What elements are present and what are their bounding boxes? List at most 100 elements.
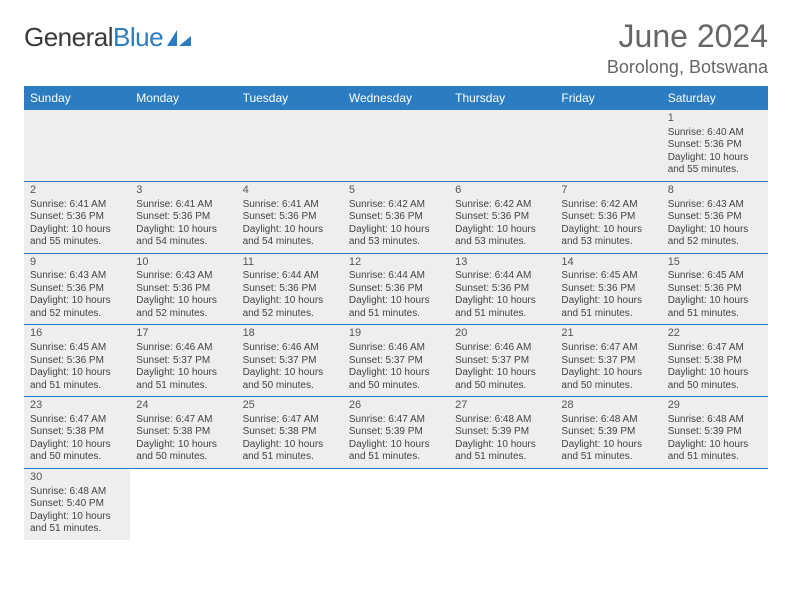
sunset-line: Sunset: 5:36 PM bbox=[136, 211, 230, 224]
day-number: 10 bbox=[136, 256, 230, 270]
sunrise-line: Sunrise: 6:42 AM bbox=[455, 199, 549, 212]
daylight-line: Daylight: 10 hours and 50 minutes. bbox=[243, 367, 337, 392]
calendar-day: 2Sunrise: 6:41 AMSunset: 5:36 PMDaylight… bbox=[24, 181, 130, 253]
daylight-line: Daylight: 10 hours and 51 minutes. bbox=[30, 511, 124, 536]
daylight-line: Daylight: 10 hours and 52 minutes. bbox=[243, 295, 337, 320]
sunset-line: Sunset: 5:36 PM bbox=[561, 211, 655, 224]
calendar-day: 24Sunrise: 6:47 AMSunset: 5:38 PMDayligh… bbox=[130, 397, 236, 469]
calendar-day: 6Sunrise: 6:42 AMSunset: 5:36 PMDaylight… bbox=[449, 181, 555, 253]
sunset-line: Sunset: 5:36 PM bbox=[668, 211, 762, 224]
sunrise-line: Sunrise: 6:45 AM bbox=[561, 270, 655, 283]
daylight-line: Daylight: 10 hours and 51 minutes. bbox=[30, 367, 124, 392]
day-number: 17 bbox=[136, 327, 230, 341]
empty-cell bbox=[130, 110, 236, 181]
daylight-line: Daylight: 10 hours and 50 minutes. bbox=[561, 367, 655, 392]
sunrise-line: Sunrise: 6:47 AM bbox=[243, 414, 337, 427]
empty-cell bbox=[449, 110, 555, 181]
weekday-header: Saturday bbox=[662, 86, 768, 110]
day-number: 7 bbox=[561, 184, 655, 198]
sunset-line: Sunset: 5:36 PM bbox=[30, 355, 124, 368]
calendar-day: 19Sunrise: 6:46 AMSunset: 5:37 PMDayligh… bbox=[343, 325, 449, 397]
sunset-line: Sunset: 5:36 PM bbox=[668, 283, 762, 296]
calendar-head: SundayMondayTuesdayWednesdayThursdayFrid… bbox=[24, 86, 768, 110]
empty-cell bbox=[662, 468, 768, 539]
empty-cell bbox=[237, 468, 343, 539]
daylight-line: Daylight: 10 hours and 52 minutes. bbox=[668, 224, 762, 249]
empty-cell bbox=[130, 468, 236, 539]
weekday-header: Monday bbox=[130, 86, 236, 110]
location: Borolong, Botswana bbox=[607, 57, 768, 78]
day-number: 18 bbox=[243, 327, 337, 341]
day-number: 19 bbox=[349, 327, 443, 341]
title-block: June 2024 Borolong, Botswana bbox=[607, 18, 768, 78]
sunrise-line: Sunrise: 6:44 AM bbox=[243, 270, 337, 283]
sunset-line: Sunset: 5:36 PM bbox=[455, 283, 549, 296]
daylight-line: Daylight: 10 hours and 50 minutes. bbox=[455, 367, 549, 392]
day-number: 15 bbox=[668, 256, 762, 270]
sunrise-line: Sunrise: 6:45 AM bbox=[30, 342, 124, 355]
brand-name: GeneralBlue bbox=[24, 22, 163, 53]
daylight-line: Daylight: 10 hours and 53 minutes. bbox=[561, 224, 655, 249]
sunrise-line: Sunrise: 6:45 AM bbox=[668, 270, 762, 283]
month-title: June 2024 bbox=[607, 18, 768, 55]
empty-cell bbox=[237, 110, 343, 181]
day-number: 29 bbox=[668, 399, 762, 413]
day-number: 2 bbox=[30, 184, 124, 198]
calendar-day: 28Sunrise: 6:48 AMSunset: 5:39 PMDayligh… bbox=[555, 397, 661, 469]
daylight-line: Daylight: 10 hours and 52 minutes. bbox=[30, 295, 124, 320]
calendar-day: 20Sunrise: 6:46 AMSunset: 5:37 PMDayligh… bbox=[449, 325, 555, 397]
day-number: 24 bbox=[136, 399, 230, 413]
weekday-header: Sunday bbox=[24, 86, 130, 110]
daylight-line: Daylight: 10 hours and 53 minutes. bbox=[455, 224, 549, 249]
sunrise-line: Sunrise: 6:43 AM bbox=[668, 199, 762, 212]
sail-icon bbox=[165, 28, 193, 48]
calendar-day: 30Sunrise: 6:48 AMSunset: 5:40 PMDayligh… bbox=[24, 468, 130, 539]
sunset-line: Sunset: 5:37 PM bbox=[561, 355, 655, 368]
calendar-day: 1Sunrise: 6:40 AMSunset: 5:36 PMDaylight… bbox=[662, 110, 768, 181]
sunrise-line: Sunrise: 6:44 AM bbox=[349, 270, 443, 283]
weekday-header: Thursday bbox=[449, 86, 555, 110]
header: GeneralBlue June 2024 Borolong, Botswana bbox=[24, 18, 768, 78]
calendar-day: 17Sunrise: 6:46 AMSunset: 5:37 PMDayligh… bbox=[130, 325, 236, 397]
sunset-line: Sunset: 5:39 PM bbox=[455, 426, 549, 439]
sunrise-line: Sunrise: 6:46 AM bbox=[243, 342, 337, 355]
day-number: 22 bbox=[668, 327, 762, 341]
sunrise-line: Sunrise: 6:41 AM bbox=[30, 199, 124, 212]
sunrise-line: Sunrise: 6:42 AM bbox=[561, 199, 655, 212]
sunset-line: Sunset: 5:36 PM bbox=[136, 283, 230, 296]
day-number: 12 bbox=[349, 256, 443, 270]
daylight-line: Daylight: 10 hours and 51 minutes. bbox=[136, 367, 230, 392]
calendar-day: 5Sunrise: 6:42 AMSunset: 5:36 PMDaylight… bbox=[343, 181, 449, 253]
sunset-line: Sunset: 5:36 PM bbox=[30, 211, 124, 224]
day-number: 30 bbox=[30, 471, 124, 485]
calendar-day: 22Sunrise: 6:47 AMSunset: 5:38 PMDayligh… bbox=[662, 325, 768, 397]
brand-name-a: General bbox=[24, 22, 113, 52]
brand-logo: GeneralBlue bbox=[24, 22, 193, 53]
sunrise-line: Sunrise: 6:41 AM bbox=[243, 199, 337, 212]
day-number: 11 bbox=[243, 256, 337, 270]
daylight-line: Daylight: 10 hours and 51 minutes. bbox=[561, 439, 655, 464]
daylight-line: Daylight: 10 hours and 53 minutes. bbox=[349, 224, 443, 249]
sunrise-line: Sunrise: 6:48 AM bbox=[668, 414, 762, 427]
calendar-day: 4Sunrise: 6:41 AMSunset: 5:36 PMDaylight… bbox=[237, 181, 343, 253]
empty-cell bbox=[343, 110, 449, 181]
empty-cell bbox=[555, 110, 661, 181]
brand-name-b: Blue bbox=[113, 22, 163, 52]
daylight-line: Daylight: 10 hours and 50 minutes. bbox=[668, 367, 762, 392]
day-number: 1 bbox=[668, 112, 762, 126]
calendar-day: 10Sunrise: 6:43 AMSunset: 5:36 PMDayligh… bbox=[130, 253, 236, 325]
weekday-header: Friday bbox=[555, 86, 661, 110]
daylight-line: Daylight: 10 hours and 51 minutes. bbox=[668, 439, 762, 464]
day-number: 13 bbox=[455, 256, 549, 270]
sunrise-line: Sunrise: 6:48 AM bbox=[561, 414, 655, 427]
sunrise-line: Sunrise: 6:48 AM bbox=[455, 414, 549, 427]
calendar-day: 11Sunrise: 6:44 AMSunset: 5:36 PMDayligh… bbox=[237, 253, 343, 325]
daylight-line: Daylight: 10 hours and 51 minutes. bbox=[243, 439, 337, 464]
sunset-line: Sunset: 5:39 PM bbox=[668, 426, 762, 439]
sunrise-line: Sunrise: 6:43 AM bbox=[30, 270, 124, 283]
calendar-day: 14Sunrise: 6:45 AMSunset: 5:36 PMDayligh… bbox=[555, 253, 661, 325]
day-number: 16 bbox=[30, 327, 124, 341]
calendar-day: 15Sunrise: 6:45 AMSunset: 5:36 PMDayligh… bbox=[662, 253, 768, 325]
calendar-day: 18Sunrise: 6:46 AMSunset: 5:37 PMDayligh… bbox=[237, 325, 343, 397]
empty-cell bbox=[555, 468, 661, 539]
